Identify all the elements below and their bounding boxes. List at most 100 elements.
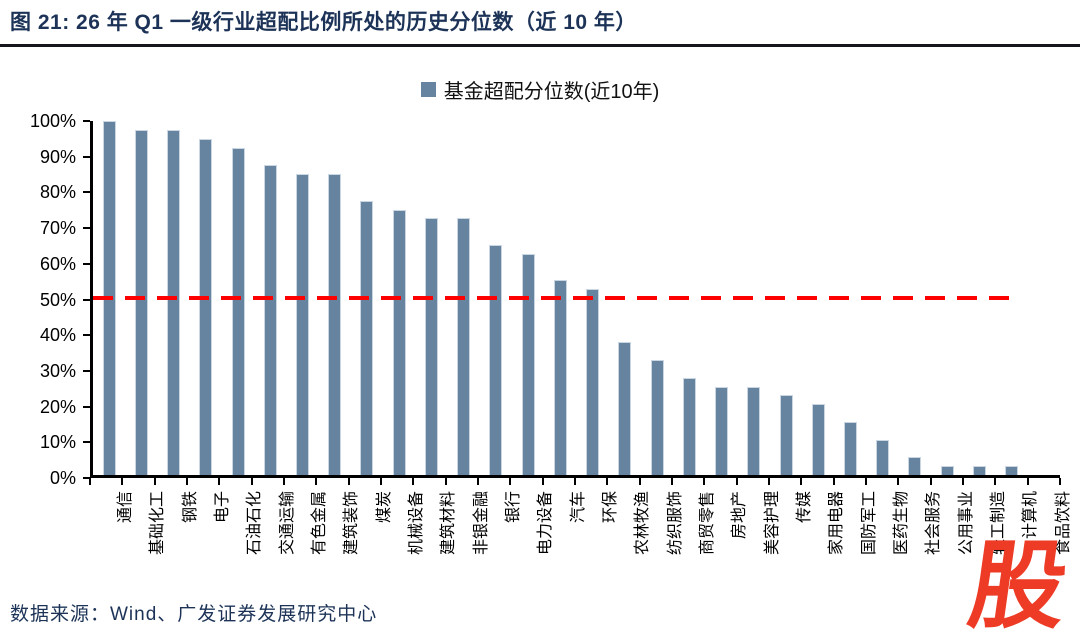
x-axis-tick-mark (703, 478, 706, 485)
x-axis-tick-mark (800, 478, 803, 485)
bar-slot (705, 121, 737, 475)
x-label-slot: 美容护理 (737, 489, 781, 593)
bar-电力设备 (521, 253, 535, 475)
x-axis-tick-mark (315, 478, 318, 485)
bar-轻工制造 (972, 466, 986, 475)
x-label-slot: 传媒 (769, 489, 813, 593)
x-label-slot: 房地产 (704, 489, 748, 593)
bar-国防军工 (844, 421, 857, 475)
bar-slot (641, 121, 673, 475)
x-label-slot: 农林牧渔 (607, 489, 651, 593)
x-axis-tick-mark (283, 478, 285, 485)
y-axis-tick-label: 90% (39, 146, 76, 167)
x-axis-tick-mark (186, 478, 188, 485)
x-label-slot: 汽车 (543, 489, 587, 593)
bar-slot (254, 121, 286, 475)
bar-slot (125, 121, 157, 475)
bar-基础化工 (134, 129, 148, 475)
x-label-slot: 国防军工 (834, 489, 878, 593)
x-axis-tick-mark (929, 478, 932, 485)
y-axis-tick-mark (83, 120, 90, 122)
bar-slot (157, 121, 189, 475)
x-axis-tick-mark (962, 478, 964, 485)
bar-slot (770, 121, 802, 475)
y-axis-tick-mark (83, 227, 90, 230)
bar-建筑材料 (424, 218, 438, 475)
x-axis-tick-mark (380, 478, 382, 485)
bar-slot (448, 121, 480, 475)
y-axis-tick-label: 70% (39, 218, 76, 239)
x-label-slot: 交通运输 (252, 489, 296, 593)
x-axis-tick-mark (735, 478, 738, 485)
title-divider (0, 44, 1080, 47)
x-axis-tick-mark (865, 478, 867, 485)
y-axis-tick-mark (83, 369, 90, 372)
x-axis-tick-mark (832, 478, 835, 485)
x-axis-tick-mark (250, 478, 253, 485)
x-label-slot: 医药生物 (866, 489, 910, 593)
bar-slot (544, 121, 576, 475)
x-label-slot: 公用事业 (931, 489, 975, 593)
bar-slot (802, 121, 834, 475)
bar-钢铁 (167, 129, 181, 475)
x-axis-tick-mark (412, 478, 415, 485)
y-axis-tick-mark (83, 334, 90, 337)
x-axis-tick-mark (671, 478, 673, 485)
x-axis-tick-mark (1059, 478, 1061, 485)
x-label-slot: 非银金融 (446, 489, 490, 593)
y-axis-tick-label: 80% (39, 182, 76, 203)
x-axis-tick-mark (1026, 478, 1029, 485)
y-axis-tick-label: 30% (39, 360, 76, 381)
bar-机械设备 (392, 209, 406, 475)
bar-公用事业 (940, 466, 954, 475)
bar-slot (383, 121, 415, 475)
bar-银行 (489, 244, 503, 475)
x-axis-tick-mark (347, 478, 350, 485)
bar-slot (222, 121, 254, 475)
watermark-logo: 股 (962, 533, 1074, 637)
x-label-slot: 家用电器 (801, 489, 845, 593)
bar-slot (351, 121, 383, 475)
y-axis-tick-mark (83, 155, 90, 158)
bar-社会服务 (908, 457, 922, 475)
bar-slot (480, 121, 512, 475)
bar-slot (673, 121, 705, 475)
bar-slot (834, 121, 866, 475)
bar-slot (899, 121, 931, 475)
legend-swatch (420, 81, 436, 97)
x-label-slot: 建筑装饰 (316, 489, 360, 593)
x-axis-labels: 通信 基础化工 钢铁 电子 石油石化 交通运输 有色金属 建筑装饰 煤炭 机械设备 建筑材料 非银金融… (90, 489, 1072, 593)
bar-商贸零售 (682, 377, 696, 475)
bar-slot (319, 121, 351, 475)
bar-slot (963, 121, 995, 475)
y-axis-tick-mark (83, 191, 90, 194)
legend-label: 基金超配分位数(近10年) (443, 80, 660, 103)
x-label-slot: 商贸零售 (672, 489, 716, 593)
x-axis-tick-mark (897, 478, 900, 485)
x-label-slot: 银行 (478, 489, 522, 593)
y-axis-tick-label: 40% (39, 325, 76, 346)
x-label-slot: 石油石化 (219, 489, 263, 593)
chart-legend: 基金超配分位数(近10年) (0, 76, 1080, 103)
bar-环保 (586, 289, 600, 475)
bar-纺织服饰 (650, 359, 664, 475)
x-label-slot: 社会服务 (898, 489, 942, 593)
bar-电子 (199, 138, 213, 475)
bar-非银金融 (457, 218, 471, 475)
bar-交通运输 (263, 165, 277, 475)
bar-slot (577, 121, 609, 475)
x-axis-tick-mark (218, 478, 221, 485)
bar-slot (512, 121, 544, 475)
x-axis-tick-mark (153, 478, 156, 485)
x-label-slot: 纺织服饰 (640, 489, 684, 593)
bar-农林牧渔 (618, 342, 632, 475)
bar-slot (415, 121, 447, 475)
x-label-slot: 煤炭 (349, 489, 393, 593)
x-axis-tick-mark (994, 478, 997, 485)
plot-area (90, 121, 1060, 478)
y-axis-tick-label: 0% (49, 468, 76, 488)
bar-slot (609, 121, 641, 475)
bar-传媒 (779, 395, 793, 475)
x-label-slot: 电力设备 (510, 489, 554, 593)
y-axis-tick-label: 50% (39, 289, 76, 310)
